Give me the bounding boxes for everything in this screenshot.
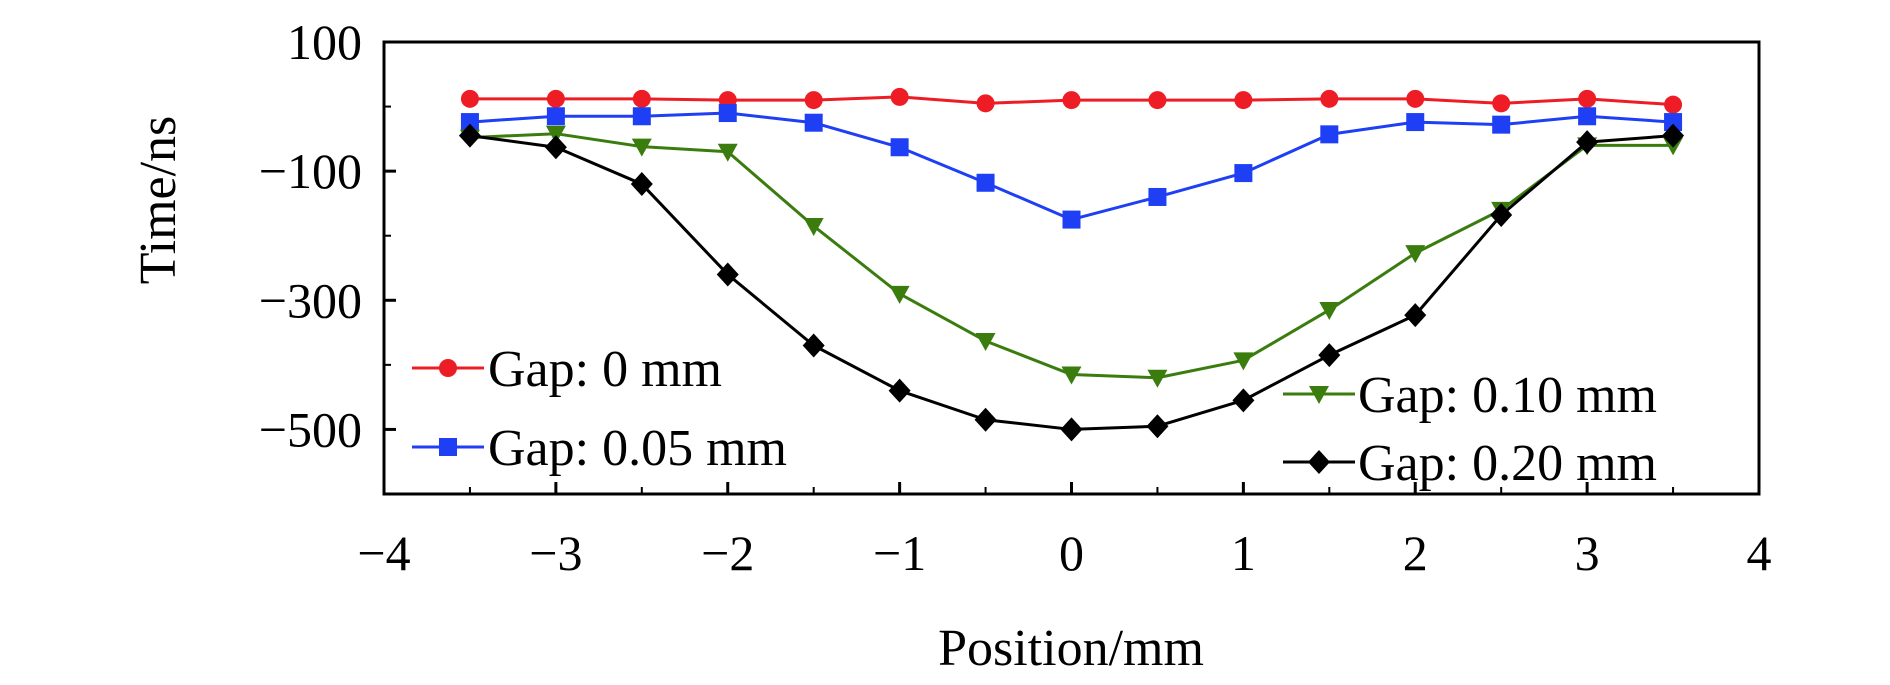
y-tick-label: −300 — [259, 272, 362, 328]
legend-label: Gap: 0 mm — [488, 341, 722, 398]
data-point — [1148, 91, 1167, 110]
data-point — [1147, 369, 1168, 388]
data-point — [545, 125, 566, 144]
y-tick-label: −100 — [259, 143, 362, 199]
data-point — [1148, 187, 1167, 206]
data-point — [1320, 89, 1339, 108]
data-point — [458, 123, 481, 148]
data-point — [631, 138, 652, 157]
data-point — [632, 107, 651, 126]
data-point — [546, 107, 565, 126]
data-point — [803, 218, 824, 237]
x-ticks-layer: −4 −3 −2 −1 0 1 2 3 4 — [357, 482, 1772, 581]
legend-label: Gap: 0.20 mm — [1358, 435, 1657, 492]
data-point — [1405, 245, 1426, 264]
data-point — [718, 104, 737, 123]
series-markers-layer — [458, 87, 1685, 442]
data-point — [888, 378, 911, 403]
data-point — [544, 135, 567, 160]
legend-marker — [1308, 450, 1330, 474]
data-point — [1318, 343, 1341, 368]
data-point — [974, 407, 997, 432]
x-tick-label: 0 — [1059, 525, 1084, 581]
data-point — [1664, 113, 1683, 132]
data-point — [460, 113, 479, 132]
data-point — [1320, 125, 1339, 144]
x-tick-label: 2 — [1403, 525, 1428, 581]
data-point — [804, 91, 823, 110]
x-tick-label: 3 — [1575, 525, 1600, 581]
legend: Gap: 0 mm Gap: 0.05 mm Gap: 0.10 mm Gap: 0.… — [412, 341, 1657, 492]
data-point — [1232, 388, 1255, 413]
data-point — [1576, 130, 1599, 155]
data-point — [717, 143, 738, 162]
data-point — [1062, 210, 1081, 229]
data-point — [1490, 203, 1513, 228]
data-point — [889, 285, 910, 304]
legend-marker — [439, 438, 457, 456]
data-point — [976, 173, 995, 192]
data-point — [716, 262, 739, 287]
data-point — [632, 89, 651, 108]
y-tick-label: 100 — [287, 14, 362, 70]
y-ticks-layer: 100 −100 −300 −500 — [259, 14, 396, 495]
x-tick-label: −1 — [873, 525, 926, 581]
data-point — [1404, 303, 1427, 328]
data-point — [1662, 123, 1685, 148]
data-point — [1319, 301, 1340, 320]
x-axis-title: Position/mm — [938, 620, 1204, 677]
x-tick-label: −2 — [701, 525, 754, 581]
data-point — [630, 172, 653, 197]
data-point — [1406, 113, 1425, 132]
y-tick-label: −500 — [259, 401, 362, 457]
data-point — [1406, 89, 1425, 108]
data-point — [890, 138, 909, 157]
x-tick-label: −3 — [529, 525, 582, 581]
data-point — [1233, 352, 1254, 371]
data-point — [1234, 164, 1253, 183]
data-point — [1062, 91, 1081, 110]
x-tick-label: −4 — [357, 525, 410, 581]
data-point — [802, 333, 825, 358]
data-point — [460, 89, 479, 108]
x-tick-label: 1 — [1231, 525, 1256, 581]
data-point — [890, 87, 909, 106]
data-point — [1146, 414, 1169, 439]
y-axis-title: Time/ns — [130, 116, 187, 285]
legend-marker — [439, 359, 457, 377]
data-point — [1492, 115, 1511, 134]
data-point — [1578, 89, 1597, 108]
data-point — [1578, 107, 1597, 126]
data-point — [804, 113, 823, 132]
x-tick-label: 4 — [1747, 525, 1772, 581]
data-point — [975, 332, 996, 351]
data-point — [976, 94, 995, 113]
data-point — [1061, 366, 1082, 385]
legend-label: Gap: 0.05 mm — [488, 420, 787, 477]
data-point — [1060, 417, 1083, 442]
legend-marker — [1309, 386, 1329, 404]
data-point — [1234, 91, 1253, 110]
data-point — [1664, 95, 1683, 114]
legend-label: Gap: 0.10 mm — [1358, 367, 1657, 424]
data-point — [1492, 94, 1511, 113]
data-point — [546, 89, 565, 108]
